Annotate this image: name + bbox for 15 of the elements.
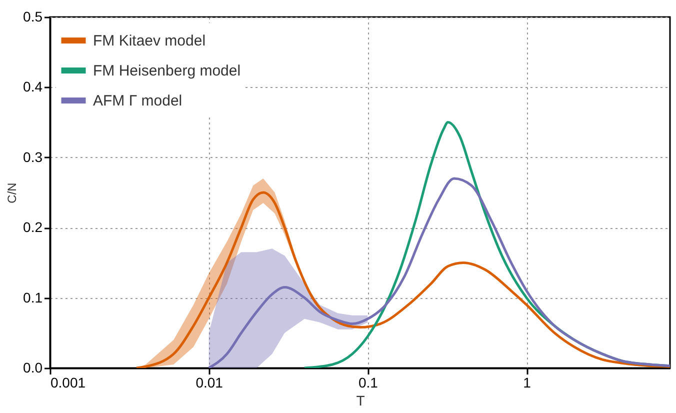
x-tick-label: 0.001: [50, 374, 86, 390]
legend-label: FM Heisenberg model: [93, 62, 241, 80]
y-tick-label: 0.2: [23, 219, 43, 236]
x-axis-title: T: [356, 392, 366, 408]
y-axis-title: C/N: [5, 182, 20, 204]
legend-label: FM Kitaev model: [93, 32, 206, 50]
legend-label: AFM Γ model: [93, 92, 182, 110]
y-tick-label: 0.5: [23, 8, 43, 24]
y-tick-label: 0.4: [23, 78, 43, 95]
x-tick-label: 0.01: [196, 374, 224, 390]
x-tick-label: 1: [523, 374, 532, 390]
y-tick-label: 0.3: [23, 148, 43, 165]
x-tick-label: 0.1: [358, 374, 378, 390]
y-tick-label: 0.1: [23, 289, 43, 306]
y-tick-label: 0.0: [23, 360, 43, 376]
